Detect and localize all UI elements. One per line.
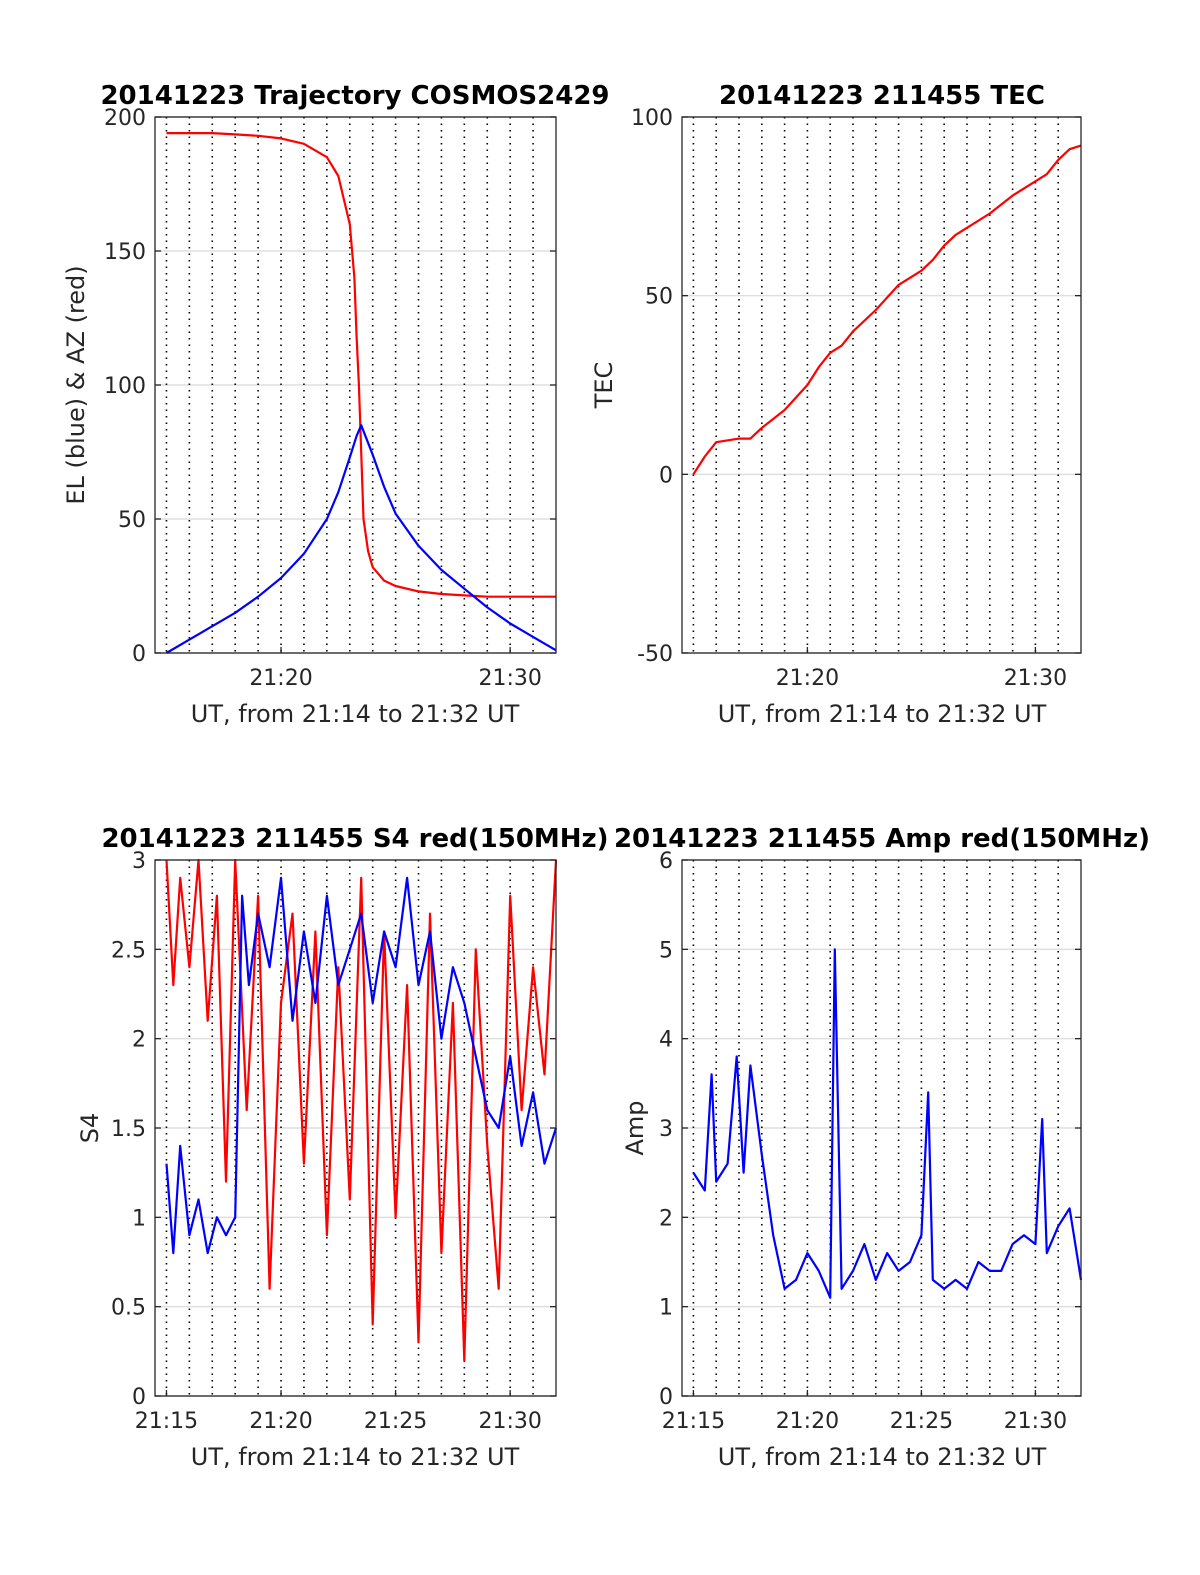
y-tick-label: 100	[104, 374, 146, 399]
x-tick-label: 21:20	[776, 666, 839, 691]
plot-area	[682, 117, 1081, 653]
y-tick-label: 200	[104, 106, 146, 131]
tec-title: 20141223 211455 TEC	[719, 81, 1045, 111]
x-tick-label: 21:30	[1004, 1409, 1067, 1434]
x-tick-label: 21:25	[890, 1409, 953, 1434]
panel-trajectory: 20141223 Trajectory COSMOS2429 UT, from …	[62, 81, 610, 728]
x-tick-label: 21:30	[1004, 666, 1067, 691]
amp-title: 20141223 211455 Amp red(150MHz)	[614, 824, 1150, 854]
series-line-1	[165, 858, 558, 1362]
y-tick-label: 100	[631, 106, 673, 131]
series-line-1	[692, 144, 1082, 475]
y-tick-label: 1	[659, 1296, 673, 1321]
x-tick-label: 21:20	[249, 666, 312, 691]
s4-ylabel: S4	[76, 1113, 104, 1144]
x-tick-label: 21:30	[478, 1409, 541, 1434]
trajectory-xlabel: UT, from 21:14 to 21:32 UT	[191, 700, 520, 728]
y-tick-label: -50	[637, 642, 673, 667]
y-tick-label: 0	[132, 642, 146, 667]
s4-title: 20141223 211455 S4 red(150MHz)	[101, 824, 608, 854]
y-tick-label: 0	[659, 463, 673, 488]
panel-s4: 20141223 211455 S4 red(150MHz) UT, from …	[76, 824, 609, 1471]
x-tick-label: 21:15	[662, 1409, 725, 1434]
tec-ylabel: TEC	[590, 362, 618, 410]
axes-frame	[681, 116, 1082, 654]
y-tick-label: 2.5	[111, 938, 146, 963]
amp-xlabel: UT, from 21:14 to 21:32 UT	[718, 1443, 1047, 1471]
y-tick-label: 50	[118, 508, 146, 533]
x-tick-label: 21:20	[249, 1409, 312, 1434]
panel-amp: 20141223 211455 Amp red(150MHz) UT, from…	[614, 824, 1150, 1471]
tec-xlabel: UT, from 21:14 to 21:32 UT	[718, 700, 1047, 728]
x-tick-label: 21:15	[135, 1409, 198, 1434]
series-line-2	[165, 876, 558, 1255]
series-line-2	[165, 424, 557, 654]
y-tick-label: 2	[659, 1206, 673, 1231]
y-tick-label: 2	[132, 1028, 146, 1053]
series-line-1	[166, 132, 556, 598]
y-tick-label: 50	[645, 285, 673, 310]
y-tick-label: 0	[132, 1385, 146, 1410]
y-tick-label: 3	[132, 849, 146, 874]
x-tick-label: 21:30	[478, 666, 541, 691]
x-tick-label: 21:20	[776, 1409, 839, 1434]
y-tick-label: 0.5	[111, 1296, 146, 1321]
y-tick-label: 0	[659, 1385, 673, 1410]
amp-ylabel: Amp	[621, 1100, 649, 1155]
trajectory-ylabel: EL (blue) & AZ (red)	[62, 265, 90, 504]
y-tick-label: 1.5	[111, 1117, 146, 1142]
y-tick-label: 1	[132, 1206, 146, 1231]
x-tick-label: 21:25	[364, 1409, 427, 1434]
y-tick-label: 4	[659, 1028, 673, 1053]
s4-xlabel: UT, from 21:14 to 21:32 UT	[191, 1443, 520, 1471]
y-tick-label: 5	[659, 938, 673, 963]
y-tick-label: 6	[659, 849, 673, 874]
y-tick-label: 150	[104, 240, 146, 265]
series-line-1	[692, 948, 1083, 1299]
trajectory-title: 20141223 Trajectory COSMOS2429	[100, 81, 609, 111]
y-tick-label: 3	[659, 1117, 673, 1142]
panel-tec: 20141223 211455 TEC UT, from 21:14 to 21…	[590, 81, 1082, 728]
